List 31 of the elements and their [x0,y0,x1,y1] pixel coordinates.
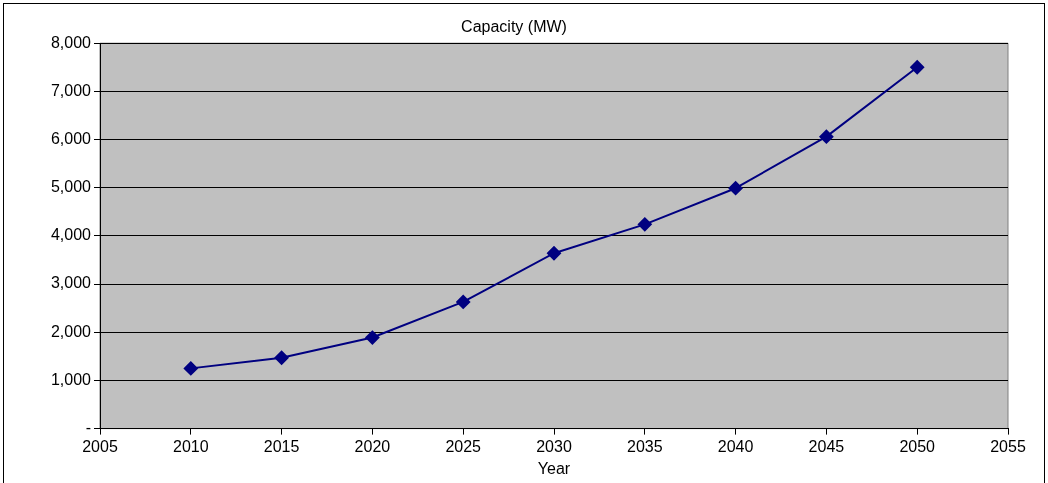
point [728,181,743,196]
x-tick-label: 2010 [173,437,209,455]
point [547,246,561,261]
x-tick-label: 2035 [627,437,663,455]
point [274,350,289,365]
y-tick-label: 4,000 [50,226,92,244]
point [183,361,198,376]
y-tick-label: 3,000 [50,274,92,292]
y-tick-label: 5,000 [50,178,92,196]
x-tick-label: 2020 [354,437,391,455]
y-tick-label: 2,000 [50,322,92,340]
point [637,217,652,232]
x-tick-label: 2025 [445,437,482,455]
y-tick-label: 1,000 [50,370,92,388]
x-tick-label: 2055 [990,437,1026,455]
point [456,294,471,309]
y-tick-label: 7,000 [50,81,92,99]
x-tick-label: 2005 [82,437,118,455]
x-axis-title: Year [537,459,571,477]
chart-title: Capacity (MW) [461,18,567,36]
x-tick-label: 2030 [536,437,572,455]
y-tick-label: 8,000 [50,33,92,51]
y-tick-label: 6,000 [50,129,92,147]
x-tick-label: 2015 [263,437,300,455]
point [819,129,834,144]
x-tick-label: 2045 [808,437,845,455]
x-tick-label: 2040 [717,437,754,455]
point [910,60,925,75]
point [365,330,380,345]
y-tick-label: - [85,419,91,437]
x-tick-label: 2050 [899,437,936,455]
